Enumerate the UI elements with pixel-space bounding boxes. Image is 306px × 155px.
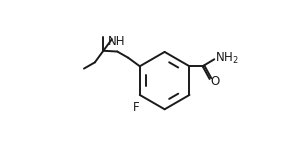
Text: NH$_2$: NH$_2$ — [215, 51, 239, 66]
Text: F: F — [132, 101, 139, 114]
Text: NH: NH — [108, 35, 125, 48]
Text: O: O — [211, 75, 220, 88]
